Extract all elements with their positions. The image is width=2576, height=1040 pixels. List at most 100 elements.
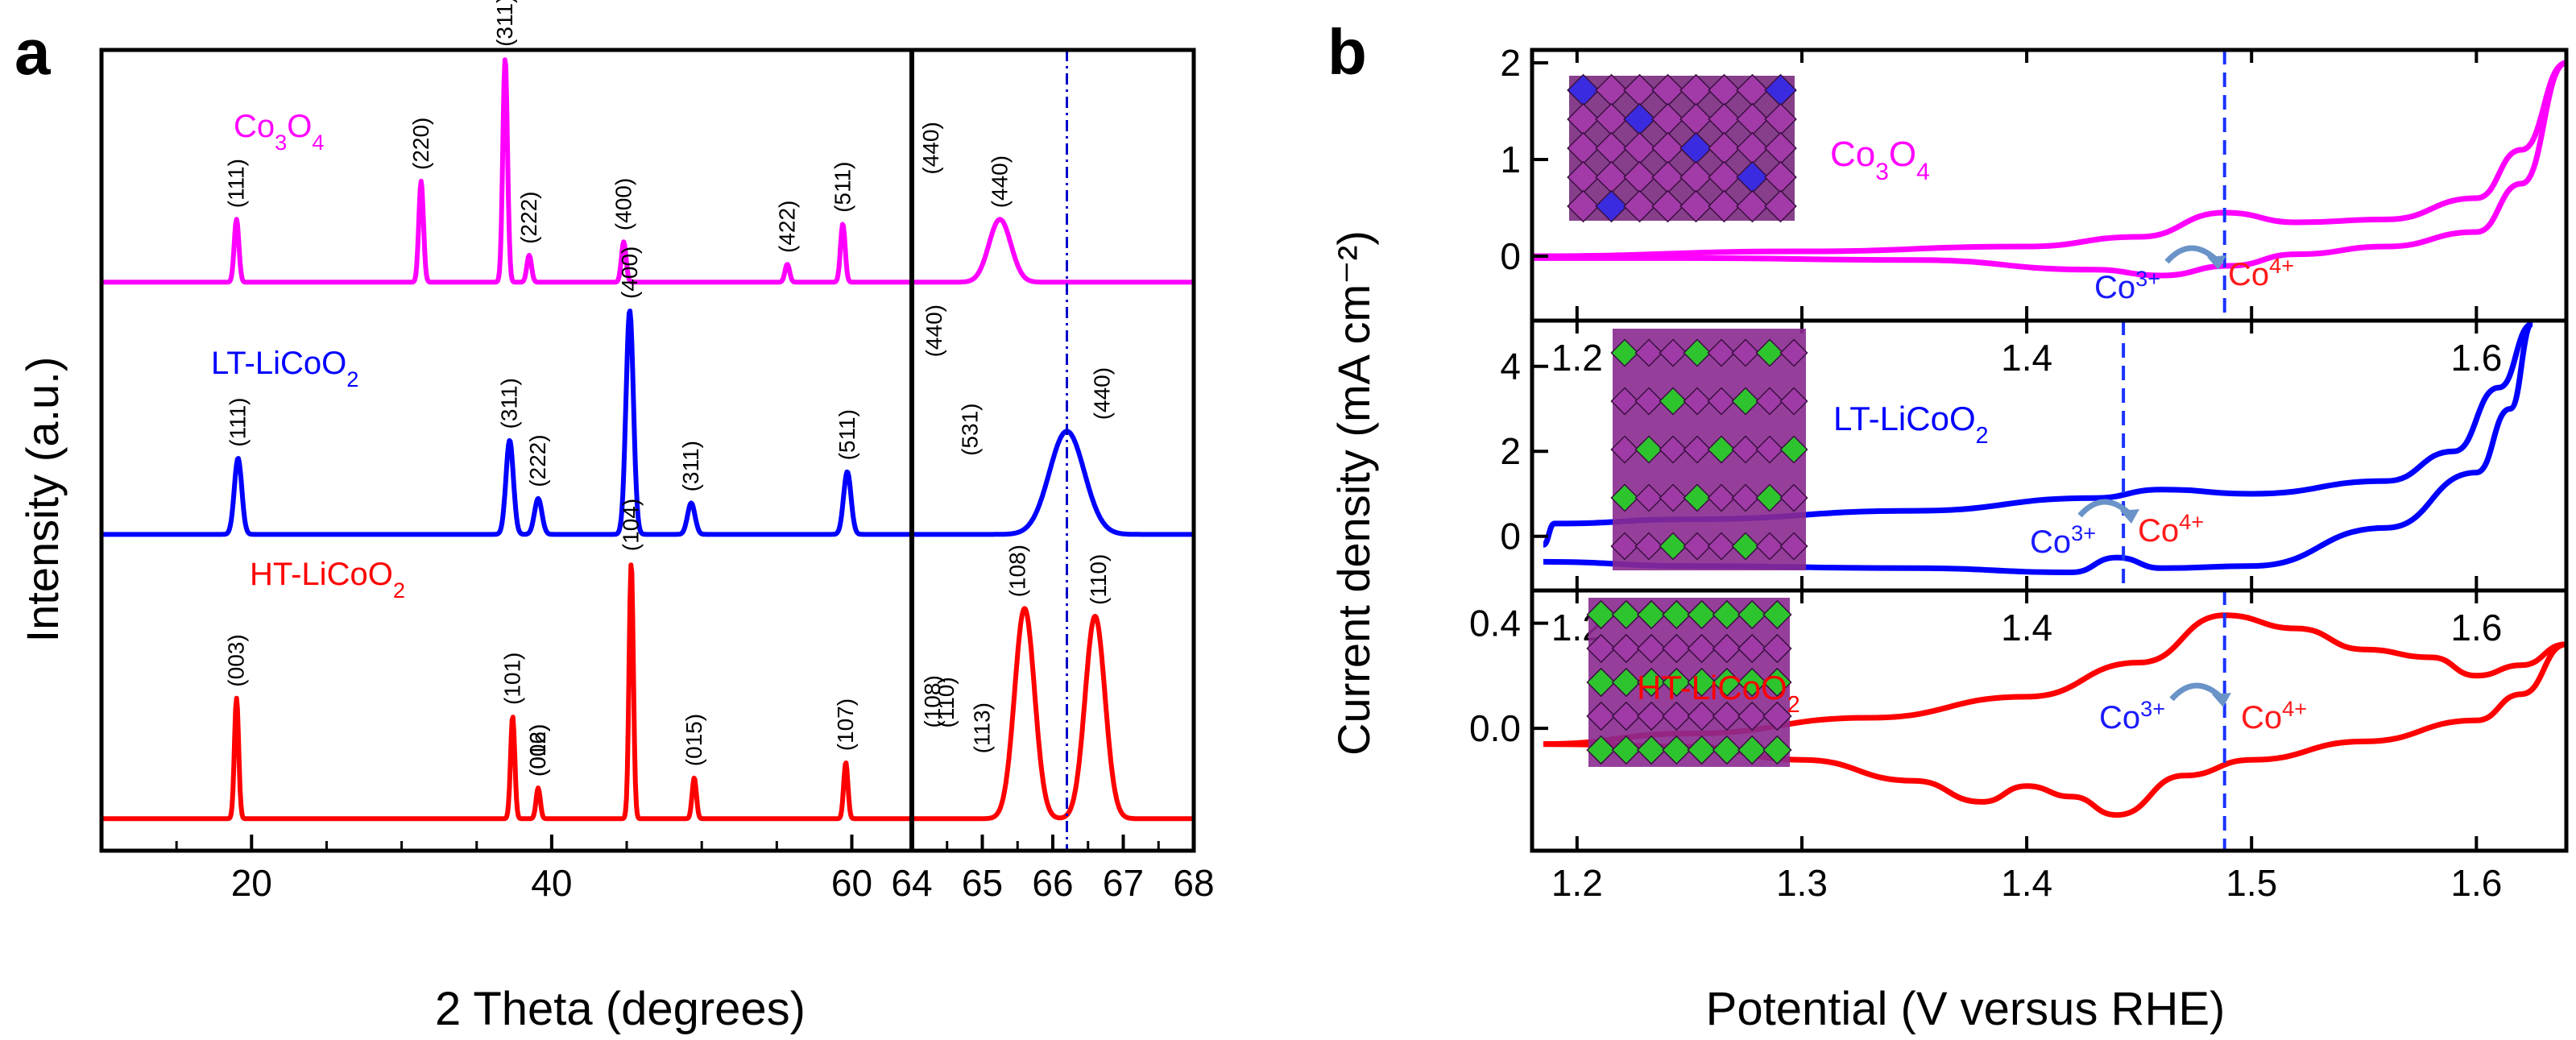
peak-label: (111) — [224, 159, 249, 208]
crystal-octahedron — [1595, 189, 1628, 223]
x-tick-label: 1.3 — [1776, 862, 1828, 904]
crystal-octahedron — [1662, 701, 1692, 731]
crystal-octahedron — [1731, 483, 1760, 512]
crystal-octahedron — [1755, 338, 1784, 367]
crystal-octahedron — [1567, 189, 1600, 223]
anno-co3o4-arrowhead — [2207, 255, 2226, 270]
crystal-octahedron — [1712, 701, 1742, 731]
anno-lt-co4-part: Co — [2138, 513, 2179, 549]
panel-b-ylabel: Current density (mA cm⁻²) — [1328, 230, 1379, 756]
crystal-octahedron — [1586, 701, 1616, 731]
crystal-octahedron — [1755, 532, 1784, 561]
y-tick-label: 0 — [1500, 516, 1521, 557]
crystal-octahedron — [1762, 667, 1792, 698]
crystal-octahedron — [1779, 532, 1808, 561]
crystal-octahedron — [1731, 387, 1760, 416]
anno-lt-co3: Co3+ — [2030, 520, 2096, 561]
crystal-octahedron — [1762, 599, 1792, 630]
legend-ht: HT-LiCoO2 — [1637, 669, 1800, 718]
crystal-octahedron — [1731, 435, 1760, 464]
peak-label: (104) — [619, 499, 644, 551]
crystal-octahedron — [1610, 338, 1639, 367]
crystal-octahedron — [1651, 189, 1684, 223]
crystal-octahedron — [1610, 532, 1639, 561]
crystal-octahedron — [1755, 483, 1784, 512]
anno-co3o4-co3-part: 3+ — [2135, 266, 2160, 291]
crystal-octahedron — [1634, 387, 1663, 416]
crystal-octahedron — [1636, 701, 1667, 731]
cv-cathodic-trace — [1532, 60, 2568, 279]
x-tick-label: 1.2 — [1551, 862, 1603, 904]
crystal-octahedron — [1611, 735, 1642, 765]
crystal-octahedron — [1755, 387, 1784, 416]
crystal-octahedron — [1755, 435, 1784, 464]
peak-label: (311) — [492, 0, 517, 47]
crystal-octahedron — [1737, 667, 1767, 698]
crystal-octahedron — [1779, 387, 1808, 416]
peak-label: (311) — [678, 441, 703, 491]
crystal-octahedron — [1687, 735, 1717, 765]
peak-label: (111) — [226, 397, 251, 446]
crystal-octahedron — [1662, 633, 1692, 664]
y-tick-label: 2 — [1500, 42, 1521, 84]
legend-ht-part: HT-LiCoO — [1637, 669, 1787, 706]
crystal-octahedron — [1762, 633, 1792, 664]
legend-lt-part: LT-LiCoO — [1833, 400, 1976, 437]
crystal-octahedron — [1712, 599, 1742, 630]
co3o4-crystal-inset — [1567, 73, 1797, 223]
xrd-frame — [99, 48, 1196, 853]
series-label-ht-part: HT-LiCoO — [250, 557, 393, 592]
crystal-octahedron — [1634, 435, 1663, 464]
anno-co3o4-co4-part: 4+ — [2269, 253, 2294, 278]
y-tick-label: 0 — [1500, 235, 1521, 277]
crystal-octahedron — [1731, 532, 1760, 561]
series-label-co3o4: Co3O4 — [234, 109, 325, 155]
crystal-octahedron — [1762, 701, 1792, 731]
crystal-octahedron — [1737, 599, 1767, 630]
inner-x-label: 1.4 — [2001, 337, 2052, 379]
anno-ht-co3-part: 3+ — [2140, 696, 2165, 721]
xrd-zoom-plot: (440)(440)(108) (110)64 65 66 67 68 — [891, 50, 1215, 904]
xrd-series-0 — [909, 217, 1196, 285]
peak-label: (113) — [970, 702, 995, 753]
crystal-octahedron — [1683, 435, 1712, 464]
cv-ht-plot: 0.00.4 1.2 1.4 1.61.2 1.3 1.4 1.5 1.6HT-LiCoO2 C… — [1469, 590, 2567, 904]
peak-label: (110) — [934, 677, 959, 727]
anno-ht-co4-part: Co — [2241, 700, 2282, 735]
crystal-octahedron — [1707, 338, 1736, 367]
anno-lt-co4: Co4+ — [2138, 509, 2204, 549]
legend-lt: LT-LiCoO2 — [1833, 400, 1989, 449]
y-tick-label: 4 — [1500, 346, 1521, 387]
crystal-octahedron — [1708, 189, 1741, 223]
crystal-octahedron — [1611, 599, 1642, 630]
inner-x-label: 1.6 — [2450, 337, 2502, 379]
peak-label: (108) — [1004, 545, 1029, 597]
peak-label: (440) — [921, 305, 946, 357]
crystal-octahedron — [1659, 483, 1688, 512]
x-tick-label: 40 — [531, 862, 572, 904]
series-label-lt-part: LT-LiCoO — [211, 346, 346, 381]
crystal-octahedron — [1683, 387, 1712, 416]
crystal-octahedron — [1779, 435, 1808, 464]
inner-x-label: 1.2 — [1551, 337, 1603, 379]
anno-lt-co3-part: Co — [2030, 524, 2071, 560]
peak-label: (107) — [833, 698, 858, 751]
cv-cathodic-trace — [1543, 641, 2567, 818]
crystal-octahedron — [1634, 483, 1663, 512]
crystal-octahedron — [1634, 338, 1663, 367]
series-label-lt: LT-LiCoO2 — [211, 346, 358, 392]
ht-crystal-inset — [1586, 598, 1792, 767]
crystal-octahedron — [1683, 338, 1712, 367]
crystal-octahedron — [1662, 667, 1692, 698]
y-tick-label: 0.0 — [1469, 707, 1521, 749]
xrd-main-plot: (111)(220)(311)(222) (400) (422)(511)(440)… — [100, 0, 995, 904]
crystal-octahedron — [1586, 599, 1616, 630]
anno-co3o4-co4-part: Co — [2228, 257, 2269, 292]
crystal-octahedron — [1712, 735, 1742, 765]
crystal-octahedron — [1659, 387, 1688, 416]
peak-label: (110) — [1086, 554, 1111, 605]
crystal-octahedron — [1707, 435, 1736, 464]
crystal-octahedron — [1659, 532, 1688, 561]
